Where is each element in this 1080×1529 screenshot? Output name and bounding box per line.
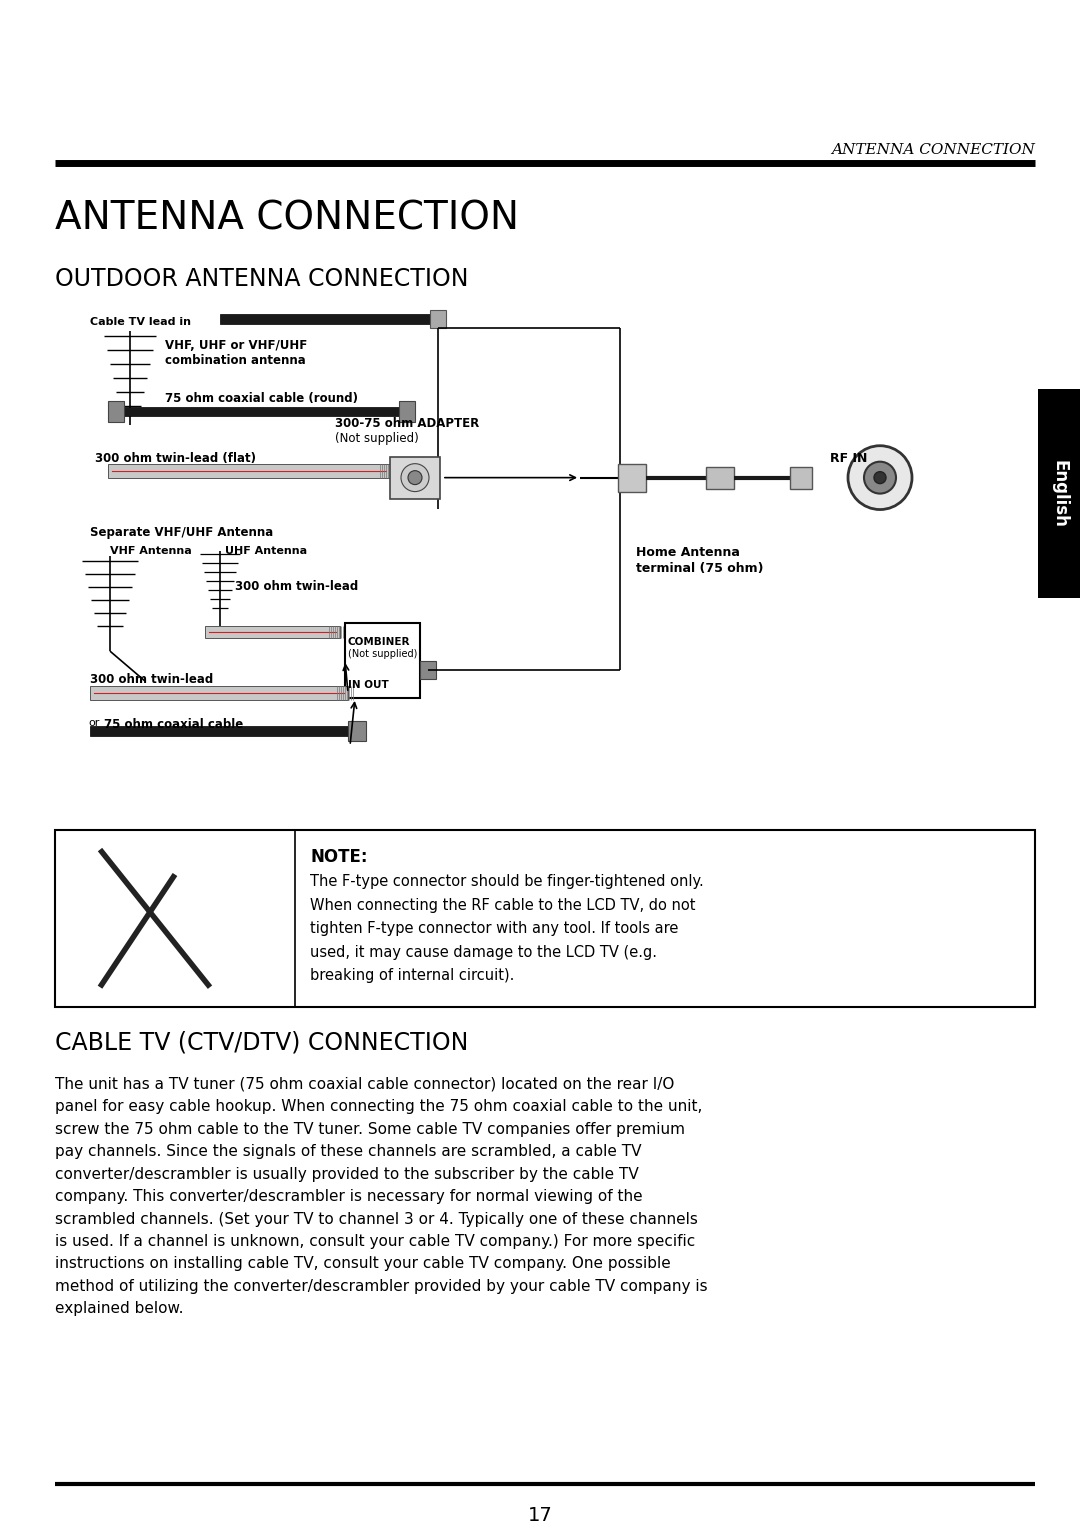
Text: CABLE TV (CTV/DTV) CONNECTION: CABLE TV (CTV/DTV) CONNECTION [55, 1031, 469, 1053]
Circle shape [874, 471, 886, 483]
Text: IN OUT: IN OUT [348, 680, 389, 690]
Text: (Not supplied): (Not supplied) [348, 650, 417, 659]
Circle shape [864, 462, 896, 494]
Circle shape [401, 463, 429, 492]
Text: 300 ohm twin-lead: 300 ohm twin-lead [235, 581, 359, 593]
Text: 300 ohm twin-lead (flat): 300 ohm twin-lead (flat) [95, 451, 256, 465]
Text: 300-75 ohm ADAPTER: 300-75 ohm ADAPTER [335, 417, 480, 430]
Text: ANTENNA CONNECTION: ANTENNA CONNECTION [55, 199, 519, 237]
Bar [430, 310, 446, 329]
Bar [390, 457, 440, 498]
Bar [112, 407, 400, 416]
Bar [345, 624, 420, 699]
Bar [108, 401, 124, 422]
Text: The F-type connector should be finger-tightened only.
When connecting the RF cab: The F-type connector should be finger-ti… [310, 875, 704, 983]
Bar [789, 466, 812, 489]
Text: Home Antenna: Home Antenna [636, 546, 740, 560]
Text: 17: 17 [528, 1506, 552, 1524]
Text: VHF Antenna: VHF Antenna [110, 546, 192, 557]
Text: English: English [1050, 460, 1068, 528]
Bar [420, 661, 436, 679]
Text: RF IN: RF IN [831, 451, 867, 465]
Text: UHF Antenna: UHF Antenna [225, 546, 307, 557]
Text: Cable TV lead in: Cable TV lead in [90, 317, 191, 327]
Bar [348, 722, 366, 742]
Text: or: or [87, 719, 99, 728]
Circle shape [408, 471, 422, 485]
Text: ANTENNA CONNECTION: ANTENNA CONNECTION [832, 142, 1035, 156]
Bar [399, 401, 415, 422]
Bar [108, 463, 390, 477]
Text: terminal (75 ohm): terminal (75 ohm) [636, 563, 764, 575]
Bar [220, 313, 430, 324]
Bar [55, 830, 1035, 1008]
Text: 75 ohm coaxial cable: 75 ohm coaxial cable [104, 719, 243, 731]
Text: combination antenna: combination antenna [165, 355, 306, 367]
Text: 75 ohm coaxial cable (round): 75 ohm coaxial cable (round) [165, 391, 357, 405]
Bar [1038, 388, 1080, 598]
Bar [90, 726, 350, 735]
Text: (Not supplied): (Not supplied) [335, 431, 419, 445]
Bar [90, 687, 348, 700]
Text: COMBINER: COMBINER [348, 638, 410, 647]
Bar [706, 466, 734, 489]
Bar [618, 463, 646, 492]
Text: 300 ohm twin-lead: 300 ohm twin-lead [90, 673, 213, 687]
Text: OUTDOOR ANTENNA CONNECTION: OUTDOOR ANTENNA CONNECTION [55, 268, 469, 291]
Circle shape [848, 446, 912, 509]
Text: VHF, UHF or VHF/UHF: VHF, UHF or VHF/UHF [165, 339, 307, 352]
Bar [205, 627, 340, 638]
Text: NOTE:: NOTE: [310, 847, 367, 865]
Text: The unit has a TV tuner (75 ohm coaxial cable connector) located on the rear I/O: The unit has a TV tuner (75 ohm coaxial … [55, 1076, 707, 1316]
Text: Separate VHF/UHF Antenna: Separate VHF/UHF Antenna [90, 526, 273, 540]
